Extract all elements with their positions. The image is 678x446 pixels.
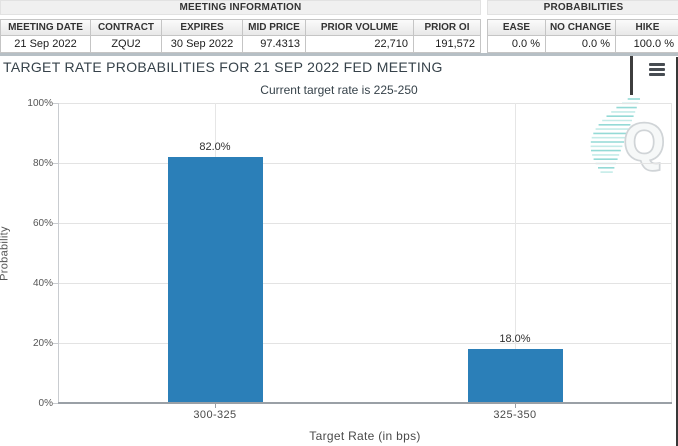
y-axis-tick — [53, 403, 58, 404]
screenshot-right-border — [676, 57, 678, 446]
table-cell: 30 Sep 2022 — [162, 36, 243, 52]
bar-value-label: 18.0% — [499, 333, 531, 345]
table-cell: 0.0 % — [546, 36, 616, 52]
table-cell: 21 Sep 2022 — [1, 36, 91, 52]
bar-300-325[interactable] — [167, 157, 263, 403]
y-gridline — [58, 103, 672, 104]
bar-value-label: 82.0% — [199, 141, 231, 153]
column-header: EASE — [488, 20, 546, 35]
section-divider — [0, 53, 678, 56]
category-label: 325-350 — [493, 409, 537, 421]
table-value-row: 21 Sep 2022 ZQU2 30 Sep 2022 97.4313 22,710 1… — [0, 35, 481, 53]
x-axis-title: Target Rate (in bps) — [309, 429, 421, 443]
table-cell: 97.4313 — [243, 36, 306, 52]
table-cell: 0.0 % — [488, 36, 546, 52]
y-gridline — [58, 163, 672, 164]
y-tick-label: 20% — [32, 338, 53, 349]
x-gridline — [515, 103, 516, 403]
menu-bar — [649, 73, 665, 76]
x-axis-tick — [215, 402, 216, 408]
column-header: PRIOR OI — [424, 22, 470, 33]
table-cell: 22,710 — [306, 36, 414, 52]
y-tick-label: 0% — [38, 398, 53, 409]
table-header-row: MEETING DATE CONTRACT EXPIRES MID PRICE PRIO… — [0, 19, 481, 35]
y-axis-line — [58, 103, 59, 403]
table-cell: 100.0 % — [633, 38, 674, 50]
x-axis-tick — [515, 402, 516, 408]
column-header: PRIOR VOLUME — [306, 20, 414, 35]
chart-subtitle: Current target rate is 225-250 — [260, 83, 418, 97]
bar-325-350[interactable] — [467, 349, 563, 403]
y-gridline — [58, 223, 672, 224]
screenshot-artifact-line — [630, 56, 633, 95]
y-tick-label: 40% — [32, 278, 53, 289]
category-label: 300-325 — [193, 409, 237, 421]
y-axis-tick — [53, 283, 58, 284]
menu-bar — [649, 63, 665, 66]
chart-title: TARGET RATE PROBABILITIES FOR 21 SEP 202… — [3, 59, 443, 75]
column-header: HIKE — [635, 22, 660, 33]
y-axis-tick — [53, 343, 58, 344]
y-gridline — [58, 283, 672, 284]
column-header: CONTRACT — [91, 20, 162, 35]
x-gridline — [671, 103, 672, 403]
hamburger-menu-icon[interactable] — [649, 63, 667, 78]
table-value-row: 0.0 % 0.0 % 100.0 % — [487, 35, 678, 53]
table-header-row: EASE NO CHANGE HIKE — [487, 19, 678, 35]
y-axis-tick — [53, 223, 58, 224]
table-group-header: MEETING INFORMATION — [0, 0, 481, 15]
bar-chart-plot-area: 0% 20% 40% 60% 80% 100% 82.0% 300-325 18.0% 325-3… — [0, 95, 678, 446]
y-axis-tick — [53, 163, 58, 164]
y-tick-label: 100% — [27, 98, 53, 109]
y-gridline — [58, 343, 672, 344]
table-group-header: PROBABILITIES — [487, 0, 678, 15]
probabilities-table: PROBABILITIES EASE NO CHANGE HIKE 0.0 % 0.0 %… — [487, 0, 678, 53]
column-header: EXPIRES — [162, 20, 243, 35]
menu-bar — [649, 68, 665, 71]
x-axis-line — [58, 402, 672, 404]
table-cell: 191,572 — [435, 38, 475, 50]
y-tick-label: 80% — [32, 158, 53, 169]
column-header: NO CHANGE — [546, 20, 616, 35]
y-tick-label: 60% — [32, 218, 53, 229]
y-axis-tick — [53, 103, 58, 104]
table-cell: ZQU2 — [91, 36, 162, 52]
meeting-information-table: MEETING INFORMATION MEETING DATE CONTRACT E… — [0, 0, 481, 53]
column-header: MID PRICE — [243, 20, 306, 35]
column-header: MEETING DATE — [1, 20, 91, 35]
